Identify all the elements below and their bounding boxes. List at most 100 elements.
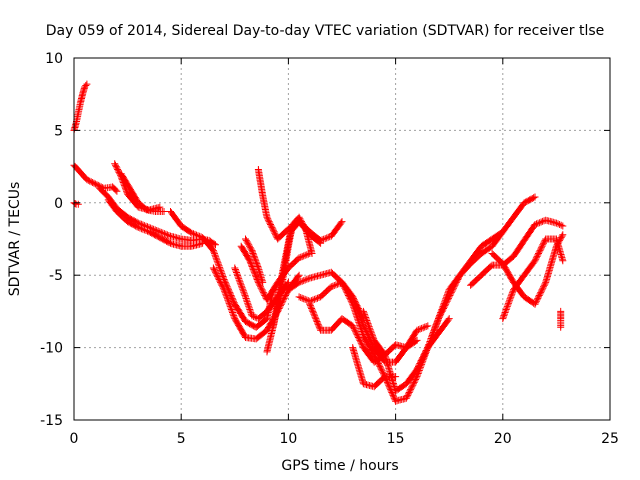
y-tick-label: 5 — [54, 123, 63, 139]
data-point — [402, 328, 420, 352]
data-point — [284, 278, 292, 286]
data-point — [263, 323, 277, 356]
data-point — [117, 170, 133, 191]
data-point — [435, 294, 452, 323]
data-point — [520, 222, 538, 244]
data-point — [402, 374, 420, 402]
data-point — [306, 231, 323, 246]
data-point — [126, 184, 141, 205]
data-point — [370, 336, 388, 357]
data-point — [284, 255, 302, 272]
data-point — [231, 315, 249, 340]
data-point — [349, 322, 367, 350]
data-point — [212, 241, 219, 249]
data-point — [510, 238, 527, 260]
data-point — [402, 367, 420, 388]
plot-frame — [73, 57, 611, 421]
data-point — [74, 200, 82, 208]
data-point — [284, 279, 302, 294]
data-point — [499, 215, 516, 236]
data-point — [488, 250, 506, 266]
data-point — [359, 322, 377, 350]
data-point — [124, 218, 141, 231]
data-point — [359, 344, 377, 365]
data-point — [559, 231, 567, 239]
data-point — [231, 300, 249, 324]
data-point — [327, 279, 344, 291]
axis-ticks: 0 5 10 15 20 25 -15 -10 -5 0 5 10 — [40, 51, 619, 447]
data-point — [205, 236, 218, 248]
data-point — [510, 200, 527, 221]
data-point — [295, 275, 312, 286]
data-point — [559, 257, 567, 265]
data-point — [259, 278, 267, 286]
data-point — [134, 223, 151, 235]
data-points — [70, 80, 567, 405]
data-point — [278, 229, 294, 279]
data-point — [392, 345, 409, 366]
x-tick-label: 5 — [177, 431, 186, 447]
data-point — [242, 235, 255, 253]
data-point — [557, 323, 565, 331]
data-point — [424, 322, 432, 330]
data-point — [96, 184, 111, 200]
y-tick-label: 10 — [45, 51, 63, 67]
data-point — [349, 344, 367, 386]
data-point — [156, 203, 164, 211]
data-point — [338, 278, 356, 300]
data-point — [83, 80, 91, 88]
data-point — [349, 293, 367, 328]
data-point — [338, 218, 346, 226]
data-point — [467, 272, 484, 289]
data-point — [252, 327, 270, 343]
data-point — [269, 273, 286, 330]
data-point — [338, 315, 355, 329]
data-point — [392, 381, 409, 395]
data-point — [520, 194, 538, 207]
data-point — [259, 192, 271, 220]
data-point — [124, 190, 141, 210]
data-point — [134, 219, 151, 231]
data-point — [488, 229, 506, 250]
data-point — [467, 251, 484, 268]
data-point — [413, 323, 430, 334]
x-axis-title: GPS time / hours — [281, 458, 398, 474]
data-point — [145, 228, 162, 241]
data-point — [134, 199, 150, 213]
data-point — [424, 316, 442, 352]
data-point — [477, 262, 495, 279]
data-point — [359, 332, 377, 357]
data-point — [263, 213, 281, 242]
data-point — [306, 300, 324, 333]
series-s20 — [349, 315, 453, 405]
series-s25 — [499, 235, 567, 323]
data-point — [295, 271, 303, 279]
data-point — [413, 345, 431, 373]
data-point — [83, 176, 98, 187]
data-point — [552, 219, 565, 229]
data-point — [552, 235, 566, 263]
data-point — [317, 284, 334, 301]
data-point — [456, 261, 474, 279]
data-point — [359, 307, 378, 343]
data-point — [531, 280, 549, 308]
data-point — [199, 234, 216, 253]
data-point — [156, 228, 173, 239]
data-point — [445, 315, 453, 323]
data-point — [499, 287, 517, 323]
data-point — [435, 316, 452, 337]
series-s13 — [254, 166, 346, 244]
data-point — [295, 218, 313, 237]
series-s3 — [70, 199, 82, 208]
data-point — [237, 242, 253, 263]
chart-title: Day 059 of 2014, Sidereal Day-to-day VTE… — [46, 23, 605, 39]
data-point — [392, 373, 400, 381]
y-axis-title: SDTVAR / TECUs — [7, 182, 23, 297]
data-point — [242, 293, 255, 318]
series-s5 — [104, 196, 207, 250]
data-point — [177, 222, 195, 236]
data-point — [113, 187, 121, 195]
y-tick-label: -15 — [40, 413, 63, 429]
data-point — [317, 239, 325, 247]
data-point — [327, 316, 345, 334]
